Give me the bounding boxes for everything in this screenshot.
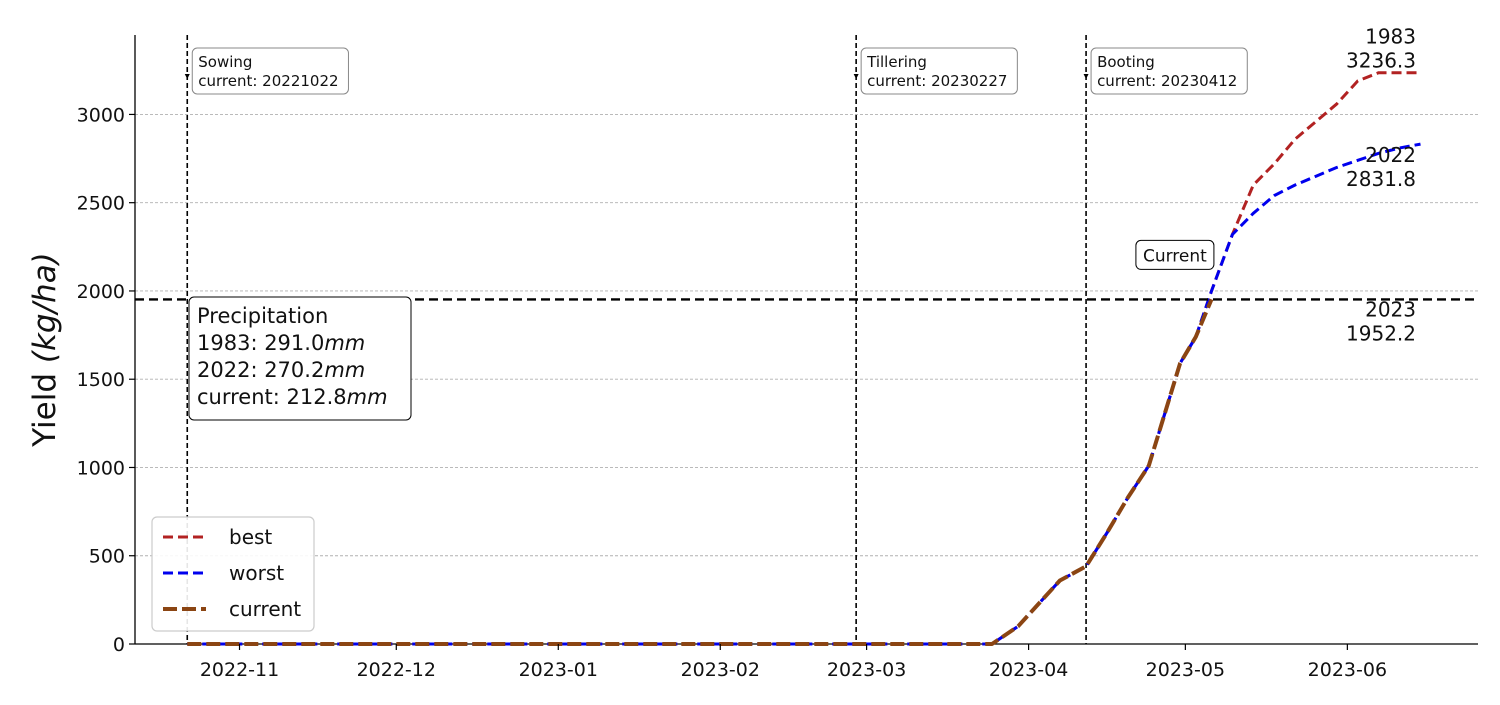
x-tick-label: 2023-03: [827, 659, 906, 681]
x-tick-label: 2022-12: [357, 659, 436, 681]
annotations: 19833236.320222831.820231952.2Sowingcurr…: [184, 25, 1416, 421]
precipitation-row: 1983: 291.0mm: [197, 331, 365, 355]
y-tick-label: 1500: [77, 369, 125, 391]
series-line-current: [187, 298, 1214, 646]
y-axis-label: Yield (kg/ha): [27, 252, 63, 448]
stage-name: Sowing: [198, 53, 252, 71]
stage-date: current: 20230227: [867, 72, 1007, 90]
x-tick-label: 2023-02: [681, 659, 760, 681]
stage-box: [191, 47, 349, 95]
y-tick-label: 500: [89, 546, 125, 568]
x-tick-label: 2023-05: [1146, 659, 1225, 681]
end-label-value: 1952.2: [1346, 321, 1416, 345]
end-label-year: 2023: [1365, 297, 1416, 321]
end-label-value: 2831.8: [1346, 167, 1416, 191]
stage-box: [860, 47, 1018, 95]
legend-label: current: [229, 597, 301, 621]
x-tick-label: 2023-06: [1308, 659, 1387, 681]
current-marker-label: Current: [1143, 246, 1207, 266]
stage-arrow: [1083, 74, 1089, 79]
legend: best worst current: [151, 516, 315, 632]
stage-box: [1090, 47, 1248, 95]
end-label-year: 1983: [1365, 25, 1416, 49]
stage-name: Booting: [1097, 53, 1155, 71]
x-tick-label: 2023-01: [519, 659, 598, 681]
y-tick-label: 3000: [77, 104, 125, 126]
legend-box: [151, 516, 315, 632]
y-tick-label: 1000: [77, 457, 125, 479]
y-tick-label: 2500: [77, 193, 125, 215]
stage-arrow: [184, 74, 190, 79]
stage-date: current: 20230412: [1097, 72, 1237, 90]
precipitation-row: current: 212.8mm: [197, 385, 388, 409]
y-tick-label: 2000: [77, 281, 125, 303]
y-tick-label: 0: [113, 634, 125, 656]
current-marker-box: [1135, 239, 1215, 270]
stage-arrow: [853, 74, 859, 79]
legend-label: best: [229, 525, 272, 549]
stage-name: Tillering: [866, 53, 927, 71]
precipitation-row: 2022: 270.2mm: [197, 358, 365, 382]
end-label-year: 2022: [1365, 143, 1416, 167]
series-lines: [187, 71, 1421, 646]
x-tick-label: 2022-11: [200, 659, 279, 681]
end-label-value: 3236.3: [1346, 49, 1416, 73]
legend-label: worst: [229, 561, 284, 585]
precipitation-box: [188, 296, 412, 421]
x-tick-label: 2023-04: [989, 659, 1068, 681]
stage-date: current: 20221022: [198, 72, 338, 90]
precipitation-title: Precipitation: [197, 304, 328, 328]
tick-labels: 2022-11 2022-12 2023-01 2023-02 2023-03 2023-…: [27, 104, 1387, 681]
grid-lines: [135, 113, 1478, 557]
